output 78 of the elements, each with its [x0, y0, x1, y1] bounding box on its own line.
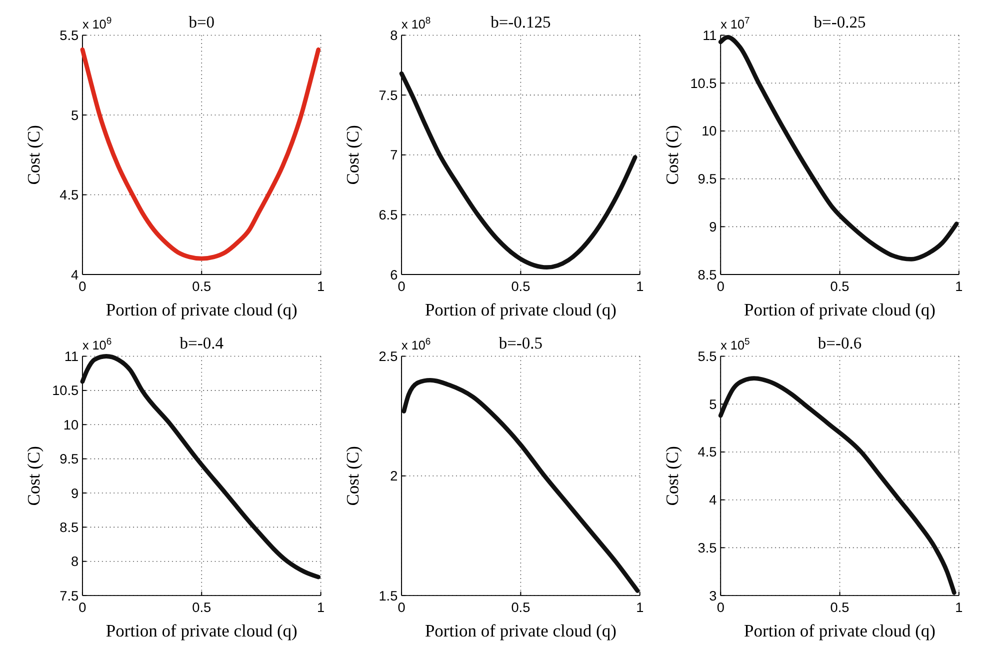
y-tick-label: 1.5: [378, 588, 398, 604]
y-tick-label: 4.5: [698, 444, 717, 460]
x-tick-label: 1: [636, 279, 644, 294]
line-series: [399, 71, 638, 270]
y-axis-title: Cost (C): [342, 446, 363, 506]
x-axis-title: Portion of private cloud (q): [744, 299, 936, 320]
y-tick-label: 6.5: [378, 207, 398, 222]
chart-title: b=-0.125: [490, 12, 551, 32]
line-series: [402, 378, 640, 593]
y-tick-label: 8: [70, 554, 79, 570]
y-tick-label: 2: [390, 468, 398, 484]
line-series: [80, 47, 321, 261]
y-tick-label: 9: [70, 486, 79, 501]
y-tick-label: 8: [390, 28, 398, 44]
y-tick-label: 9.5: [698, 172, 717, 187]
x-tick-label: 0.5: [830, 279, 850, 294]
y-tick-label: 10.5: [690, 76, 717, 91]
y-axis-title: Cost (C): [24, 124, 44, 185]
x-tick-label: 0.5: [511, 279, 530, 294]
x-axis-title: Portion of private cloud (q): [106, 299, 298, 320]
y-axis-title: Cost (C): [342, 124, 363, 185]
y-tick-label: 5: [70, 108, 79, 123]
y-tick-label: 7: [390, 148, 398, 163]
x-axis-title: Portion of private cloud (q): [424, 620, 617, 640]
y-tick-label: 10.5: [52, 383, 79, 398]
y-tick-label: 5.5: [60, 28, 79, 44]
y-axis-title: Cost (C): [662, 446, 682, 506]
x-tick-label: 0.5: [511, 600, 530, 616]
x-axis-title: Portion of private cloud (q): [106, 620, 298, 640]
x-axis-title: Portion of private cloud (q): [424, 299, 617, 320]
x-tick-label: 0.5: [192, 600, 212, 616]
chart-title: b=0: [188, 12, 215, 32]
y-tick-label: 4: [709, 492, 718, 508]
y-tick-label: 3.5: [698, 540, 717, 556]
chart-title: b=-0.4: [180, 333, 224, 352]
chart-title: b=-0.25: [814, 12, 866, 32]
x-tick-label: 1: [636, 600, 644, 616]
x-axis-title: Portion of private cloud (q): [744, 620, 936, 640]
y-tick-label: 7.5: [60, 588, 79, 604]
y-tick-label: 8.5: [60, 520, 79, 535]
y-tick-label: 4: [70, 267, 79, 282]
x-tick-label: 0: [398, 279, 406, 294]
x-tick-label: 0: [78, 600, 87, 616]
y-tick-label: 10: [702, 124, 718, 139]
line-series: [718, 376, 956, 595]
text: x 10$^{8}$: [402, 14, 431, 32]
x-tick-label: 0: [716, 600, 725, 616]
y-tick-label: 2.5: [378, 349, 398, 364]
y-tick-label: 5.5: [698, 349, 717, 364]
x-tick-label: 0.5: [830, 600, 850, 616]
x-tick-label: 0: [398, 600, 406, 616]
y-tick-label: 7.5: [378, 88, 398, 103]
y-tick-label: 4.5: [60, 188, 79, 203]
y-tick-label: 10: [63, 417, 79, 432]
y-tick-label: 5: [709, 396, 717, 412]
x-tick-label: 1: [317, 279, 325, 294]
text: x 10$^{5}$: [720, 336, 750, 352]
chart-title: b=-0.5: [498, 333, 543, 352]
y-axis-title: Cost (C): [662, 124, 682, 185]
y-axis-title: Cost (C): [24, 446, 44, 506]
text: x 10$^{7}$: [720, 14, 750, 32]
y-tick-label: 11: [702, 28, 717, 44]
x-tick-label: 0.5: [192, 279, 212, 294]
y-tick-label: 9.5: [60, 452, 79, 467]
x-tick-label: 1: [955, 279, 963, 294]
y-tick-label: 6: [390, 267, 398, 282]
y-tick-label: 11: [64, 349, 79, 364]
x-tick-label: 1: [317, 600, 325, 616]
text: x 10$^{6}$: [82, 336, 112, 352]
x-tick-label: 1: [955, 600, 963, 616]
y-tick-label: 8.5: [698, 267, 717, 282]
y-tick-label: 9: [709, 219, 717, 234]
y-tick-label: 3: [709, 588, 717, 604]
text: x 10$^{6}$: [402, 336, 431, 352]
x-tick-label: 0: [716, 279, 725, 294]
x-tick-label: 0: [78, 279, 87, 294]
chart-title: b=-0.6: [818, 333, 862, 352]
text: x 10$^{9}$: [82, 14, 112, 32]
